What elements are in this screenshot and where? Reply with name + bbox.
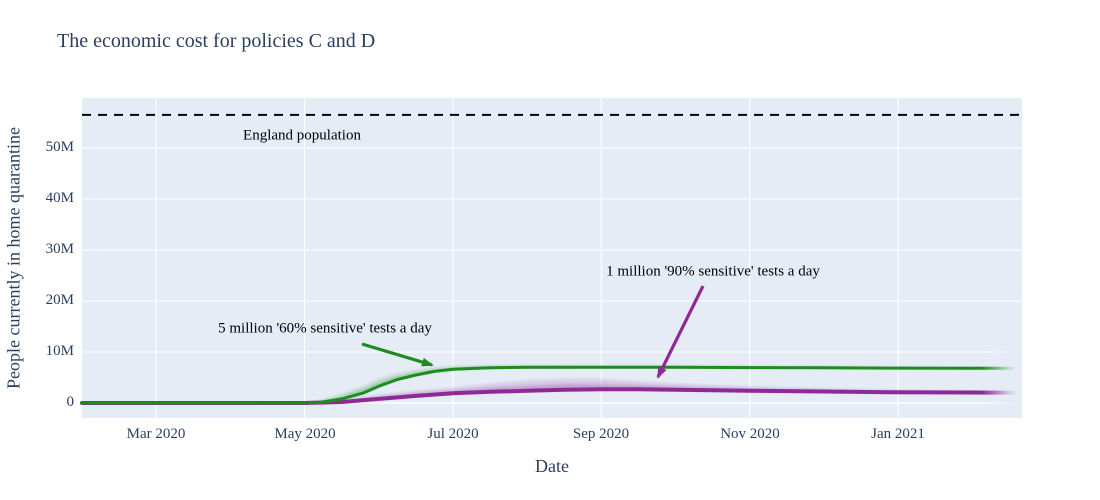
y-tick-label: 20M xyxy=(45,292,74,308)
series-band-inner-0 xyxy=(82,384,1014,403)
annotation-arrow-1 xyxy=(656,285,705,379)
y-tick-label: 40M xyxy=(45,190,74,206)
chart-title: The economic cost for policies C and D xyxy=(57,30,376,52)
england-population-label: England population xyxy=(243,127,361,144)
annotation-arrow-0 xyxy=(361,342,434,367)
x-tick-label: May 2020 xyxy=(274,426,336,442)
y-tick-label: 50M xyxy=(45,139,74,155)
x-tick-label: Sep 2020 xyxy=(572,426,630,442)
x-tick-label: Nov 2020 xyxy=(720,426,780,442)
x-tick-label: Jul 2020 xyxy=(427,426,479,442)
x-axis-title: Date xyxy=(535,456,569,476)
x-tick-label: Jan 2021 xyxy=(871,426,925,442)
line-fade-overlay xyxy=(982,348,1022,406)
y-tick-label: 10M xyxy=(45,343,74,359)
annotation-green-tests: 5 million '60% sensitive' tests a day xyxy=(218,320,432,337)
annotation-purple-tests: 1 million '90% sensitive' tests a day xyxy=(606,263,820,280)
y-tick-label: 0 xyxy=(66,394,75,410)
x-tick-label: Mar 2020 xyxy=(126,426,186,442)
y-tick-label: 30M xyxy=(45,241,74,257)
series-line-1 xyxy=(80,365,1015,405)
plot-background xyxy=(82,98,1022,418)
